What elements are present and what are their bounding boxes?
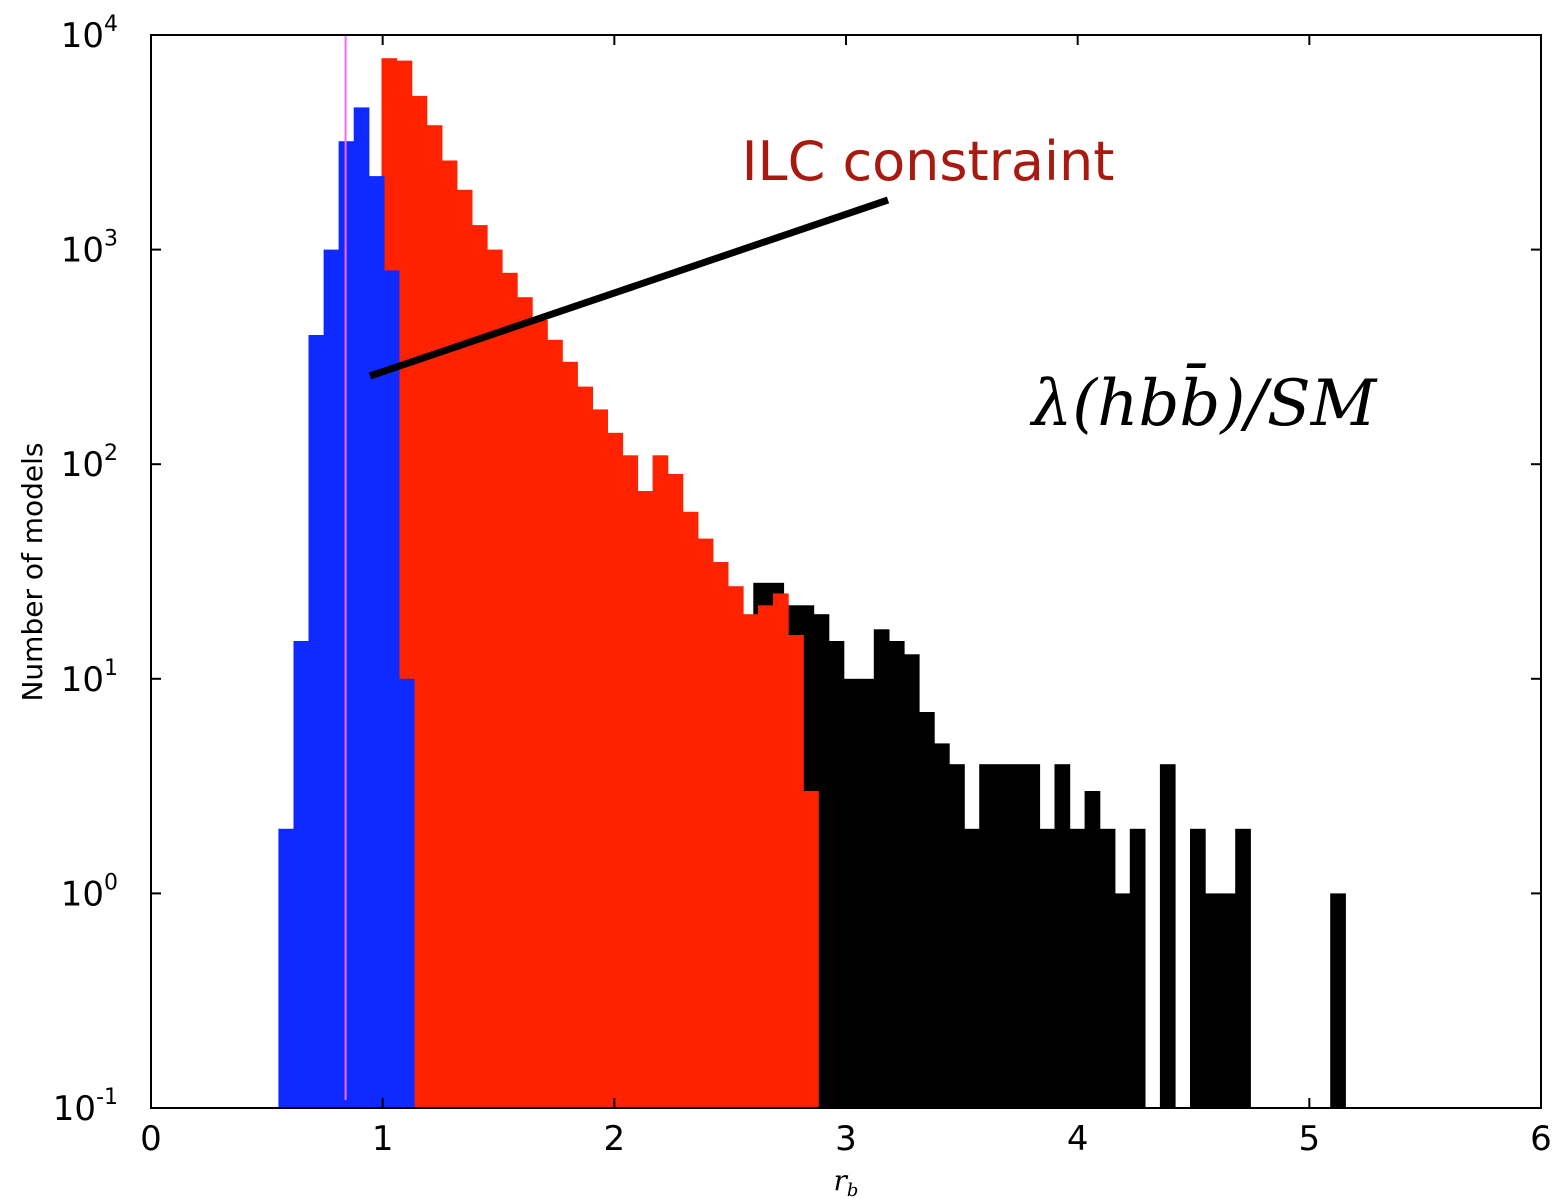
- histogram-bar-0-21: [1069, 828, 1086, 1108]
- histogram-bar-0-32: [1235, 828, 1251, 1108]
- histogram-bar-1-16: [622, 455, 639, 1108]
- histogram-bar-1-22: [712, 562, 729, 1108]
- x-tick-label-4: 4: [1067, 1119, 1089, 1159]
- histogram-bar-1-20: [682, 511, 699, 1108]
- histogram-bar-2-1: [293, 641, 310, 1108]
- histogram-bar-2-6: [368, 176, 385, 1109]
- histogram-bar-1-25: [758, 605, 774, 1108]
- y-tick-label-0: 10-1: [53, 1085, 118, 1129]
- histogram-bar-1-19: [667, 474, 684, 1108]
- histogram-bar-1-10: [532, 320, 548, 1108]
- histogram-bar-0-16: [994, 764, 1010, 1108]
- histogram-bar-2-8: [398, 678, 415, 1108]
- y-tick-label-2: 101: [61, 656, 118, 700]
- y-tick-label-3: 102: [61, 441, 118, 485]
- histogram-bar-0-7: [858, 678, 875, 1108]
- histogram-bar-2-7: [383, 270, 400, 1108]
- histogram-bar-1-26: [773, 593, 789, 1108]
- histogram-bar-0-19: [1039, 828, 1056, 1108]
- histogram-bar-0-23: [1099, 828, 1116, 1108]
- histogram-bar-0-9: [888, 641, 905, 1108]
- histogram-bar-0-8: [873, 629, 890, 1108]
- ilc-constraint-annotation: ILC constraint: [742, 130, 1115, 193]
- histogram-bar-2-5: [353, 107, 370, 1108]
- x-tick-label-0: 0: [140, 1119, 162, 1159]
- histogram-bar-2-0: [278, 828, 295, 1108]
- histogram-bar-1-14: [592, 409, 608, 1108]
- histogram-bar-0-31: [1220, 893, 1236, 1108]
- x-axis-label: rb: [834, 1164, 859, 1198]
- histogram-bar-1-27: [788, 635, 804, 1108]
- x-tick-label-6: 6: [1530, 1119, 1552, 1159]
- histogram-bar-0-5: [828, 641, 845, 1108]
- histogram-bar-1-2: [411, 95, 428, 1108]
- x-tick-label-1: 1: [372, 1119, 394, 1159]
- histogram-bar-0-13: [949, 764, 965, 1108]
- histogram-bar-1-12: [562, 361, 578, 1108]
- histogram-bar-1-6: [471, 225, 488, 1109]
- histogram-bar-1-11: [547, 339, 563, 1108]
- lambda-hbb-sm-annotation: λ(hbb̄)/SM: [1029, 363, 1378, 441]
- histogram-bar-2-2: [308, 335, 325, 1108]
- histogram-bar-0-15: [979, 764, 995, 1108]
- y-tick-label-1: 100: [61, 870, 118, 914]
- histogram-bar-0-24: [1114, 893, 1131, 1108]
- x-tick-label-3: 3: [835, 1119, 857, 1159]
- histogram-bar-1-23: [727, 586, 744, 1108]
- histogram-bar-1-17: [637, 491, 654, 1108]
- histogram-bar-0-17: [1009, 764, 1025, 1108]
- y-tick-labels: 10-1 100 101 102 103 104: [53, 12, 118, 1129]
- histogram-bar-0-6: [843, 678, 860, 1108]
- histogram-bar-1-13: [577, 386, 593, 1109]
- histogram-bar-0-12: [934, 743, 950, 1108]
- x-tick-labels: 0 1 2 3 4 5 6: [140, 1119, 1552, 1159]
- histogram-bar-0-25: [1129, 828, 1146, 1108]
- histogram-bar-0-11: [919, 712, 935, 1108]
- x-tick-label-5: 5: [1299, 1119, 1321, 1159]
- histogram-bar-0-27: [1159, 764, 1176, 1108]
- histogram-bar-1-15: [607, 432, 624, 1108]
- histogram-bar-1-24: [742, 614, 759, 1108]
- histogram-bar-2-3: [323, 249, 340, 1109]
- histogram-bar-1-8: [502, 272, 518, 1108]
- histogram-bar-0-29: [1190, 828, 1206, 1108]
- y-axis-label: Number of models: [16, 442, 49, 701]
- histogram-bar-1-5: [456, 189, 473, 1109]
- histogram-bar-1-4: [441, 160, 458, 1108]
- histogram-bars: [278, 58, 1346, 1109]
- histogram-bar-1-18: [652, 455, 669, 1108]
- histogram-bar-0-34: [1330, 893, 1346, 1108]
- histogram-bar-1-7: [486, 249, 503, 1109]
- histogram-bar-0-22: [1084, 791, 1101, 1108]
- y-tick-label-5: 104: [61, 12, 118, 56]
- histogram-bar-0-18: [1024, 764, 1041, 1108]
- axis-ticks: [150, 34, 1542, 1109]
- histogram-bar-1-3: [426, 125, 443, 1108]
- y-tick-label-4: 103: [61, 227, 118, 271]
- histogram-bar-0-20: [1054, 764, 1071, 1108]
- histogram-bar-0-30: [1205, 893, 1221, 1108]
- histogram-bar-1-21: [697, 538, 714, 1108]
- histogram-bar-0-14: [964, 828, 980, 1108]
- histogram-bar-1-9: [517, 297, 533, 1108]
- annotation-pointer-line: [368, 196, 890, 380]
- x-tick-label-2: 2: [604, 1119, 626, 1159]
- histogram-bar-0-10: [903, 654, 920, 1108]
- histogram-bar-1-28: [803, 791, 819, 1108]
